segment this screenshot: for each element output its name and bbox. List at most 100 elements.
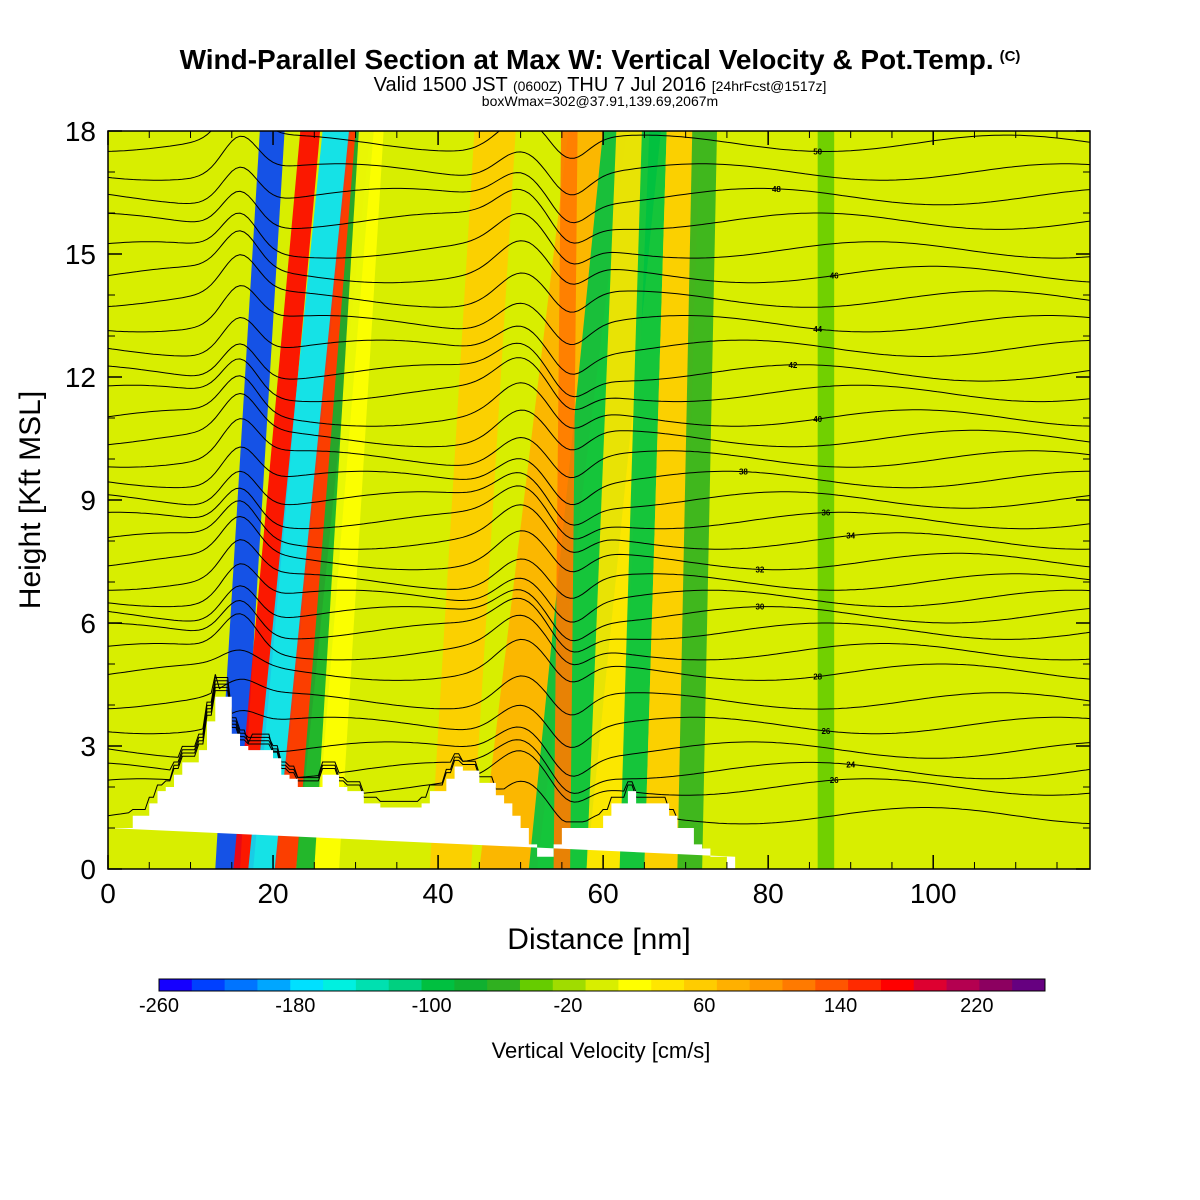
- theta-contour-22: [108, 316, 1090, 375]
- x-tick-label: 20: [257, 878, 288, 909]
- colorbar-swatch: [388, 979, 423, 991]
- theta-contour-20: [108, 357, 1090, 411]
- contour-label-2: 26: [821, 727, 830, 736]
- colorbar-swatch: [716, 979, 751, 991]
- velocity-band-6: [429, 131, 516, 869]
- theta-contour-9: [108, 585, 1090, 642]
- theta-contour-28: [108, 166, 1090, 224]
- theta-contour-2: [108, 683, 1090, 794]
- x-tick-label: 80: [753, 878, 784, 909]
- theta-contour-0: [108, 690, 1090, 825]
- terrain-profile: [108, 696, 736, 869]
- theta-contour-4: [108, 677, 1090, 748]
- theta-contour-3: [108, 680, 1090, 777]
- colorbar-swatch: [946, 979, 980, 991]
- colorbar-swatch: [979, 979, 1013, 991]
- colorbar-swatch: [224, 979, 258, 991]
- theta-contour-26: [108, 212, 1090, 265]
- theta-contour-8: [108, 597, 1090, 653]
- colorbar-swatch: [618, 979, 652, 991]
- contour-label-1: 24: [846, 760, 855, 769]
- theta-contour-15: [108, 470, 1090, 526]
- colorbar-tick-label: 220: [960, 995, 993, 1017]
- colorbar-swatch: [454, 979, 488, 991]
- colorbar-swatch: [848, 979, 882, 991]
- colorbar-swatch: [585, 979, 619, 991]
- x-tick-label: 100: [910, 878, 957, 909]
- colorbar-swatch: [519, 979, 554, 991]
- theta-contour-27: [108, 188, 1090, 244]
- theta-contour-5: [108, 674, 1090, 716]
- velocity-band-14: [817, 131, 835, 869]
- colorbar-swatch: [421, 979, 455, 991]
- contour-label-4: 30: [755, 603, 764, 612]
- y-axis-label: Height [Kft MSL]: [14, 391, 47, 609]
- colorbar-tick-label: 140: [824, 995, 857, 1017]
- theta-contour-23: [108, 285, 1090, 346]
- theta-contour-16: [108, 446, 1090, 506]
- colorbar-tick-label: -260: [139, 995, 179, 1017]
- colorbar-tick-label: 60: [693, 995, 715, 1017]
- y-tick-label: 3: [80, 731, 96, 762]
- colorbar-frame: [158, 978, 1046, 992]
- velocity-band-5: [314, 131, 384, 869]
- contour-label-11: 44: [813, 325, 822, 334]
- valid-date: THU 7 Jul 2016: [567, 74, 707, 96]
- colorbar-tick-label: -180: [275, 995, 315, 1017]
- colorbar-swatch: [191, 979, 226, 991]
- forecast-info: [24hrFcst@1517z]: [711, 78, 827, 94]
- colorbar-tick-label: -20: [553, 995, 582, 1017]
- terrain: [108, 696, 736, 869]
- theta-contour-30: [108, 131, 1090, 159]
- y-tick-label: 0: [80, 854, 96, 885]
- contour-label-5: 32: [755, 565, 764, 574]
- colorbar-swatch: [880, 979, 915, 991]
- theta-contour-19: [108, 375, 1090, 429]
- contour-label-12: 46: [830, 272, 839, 281]
- valid-time: Valid 1500 JST: [373, 74, 508, 96]
- colorbar-swatch: [323, 979, 357, 991]
- theta-contour-14: [108, 485, 1090, 540]
- theta-contour-13: [108, 500, 1090, 553]
- colorbar-swatch: [159, 979, 193, 991]
- contour-label-8: 38: [739, 468, 748, 477]
- x-axis-label: Distance [nm]: [507, 923, 690, 956]
- colorbar-swatch: [290, 979, 324, 991]
- velocity-band-0: [215, 131, 285, 869]
- contour-label-14: 50: [813, 147, 822, 156]
- theta-contour-17: [108, 418, 1090, 479]
- chart-subtitle: Valid 1500 JST (0600Z) THU 7 Jul 2016 [2…: [0, 74, 1200, 97]
- theta-contour-10: [108, 563, 1090, 623]
- colorbar-tick-label: -100: [412, 995, 452, 1017]
- y-tick-label: 15: [65, 239, 96, 270]
- colorbar-label: Vertical Velocity [cm/s]: [492, 1038, 711, 1063]
- theta-contour-6: [108, 638, 1090, 683]
- contour-label-9: 40: [813, 415, 822, 424]
- chart-title-text: Wind-Parallel Section at Max W: Vertical…: [179, 44, 994, 75]
- box-info: boxWmax=302@37.91,139.69,2067m: [481, 93, 719, 109]
- y-tick-label: 6: [80, 608, 96, 639]
- contour-label-6: 34: [846, 532, 855, 541]
- colorbar-swatch: [815, 979, 849, 991]
- y-tick-label: 12: [65, 362, 96, 393]
- theta-contour-7: [108, 613, 1090, 666]
- theta-contour-21: [108, 342, 1090, 398]
- velocity-band-10: [586, 131, 650, 869]
- valid-zulu: (0600Z): [512, 78, 563, 94]
- theta-contour-11: [108, 539, 1090, 599]
- x-tick-label: 0: [100, 878, 116, 909]
- velocity-band-13: [677, 131, 718, 869]
- theta-contours: 26 24 26 28 30 32 34 36 38 40 42 44 46 48 50: [108, 131, 1090, 825]
- contour-label-7: 36: [821, 509, 830, 518]
- colorbar: -260 -180 -100 -20 60 140 220: [139, 978, 1046, 1017]
- colorbar-swatch: [552, 979, 587, 991]
- copyright-mark: (C): [999, 48, 1021, 65]
- theta-contour-24: [108, 254, 1090, 313]
- x-tick-label: 60: [588, 878, 619, 909]
- contour-label-10: 42: [788, 361, 797, 370]
- theta-contour-29: [108, 135, 1090, 196]
- theta-contour-12: [108, 515, 1090, 573]
- colorbar-swatch: [684, 979, 718, 991]
